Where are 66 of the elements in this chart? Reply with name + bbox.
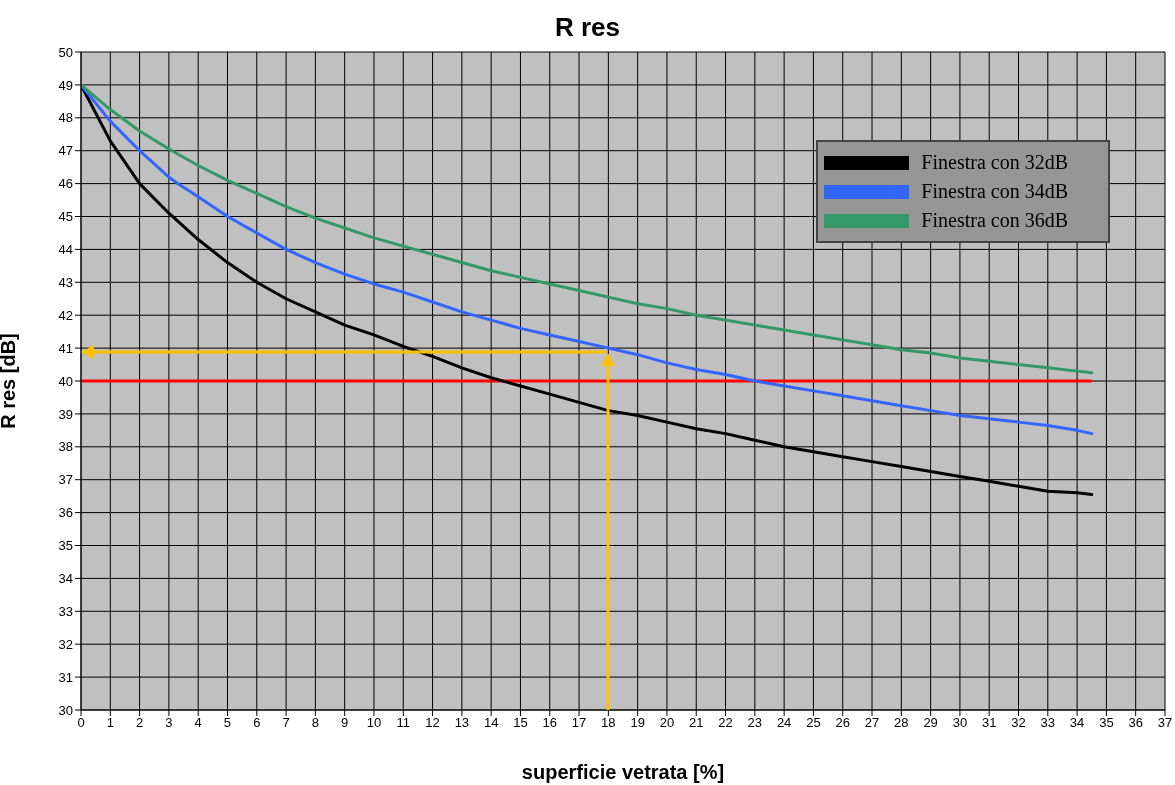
y-tick-label: 49 [58,77,73,93]
y-tick-label: 38 [58,439,73,455]
x-tick-label: 37 [1157,715,1173,731]
x-tick-label: 20 [659,715,675,731]
x-tick-label: 15 [513,715,528,731]
x-tick-label: 32 [1011,715,1026,731]
x-tick-label: 33 [1040,715,1056,731]
x-tick-label: 1 [106,715,114,731]
x-tick-label: 3 [165,715,173,731]
x-tick-label: 24 [776,715,792,731]
x-tick-label: 22 [718,715,733,731]
x-tick-label: 28 [894,715,909,731]
y-tick-label: 34 [58,571,73,587]
x-tick-label: 21 [689,715,704,731]
y-tick-label: 43 [58,274,73,290]
y-tick-label: 39 [58,406,73,422]
y-tick-label: 42 [58,307,73,323]
x-tick-label: 14 [483,715,499,731]
chart-title: R res [553,12,621,43]
y-tick-label: 48 [58,110,73,126]
x-tick-label: 16 [542,715,557,731]
x-tick-label: 7 [282,715,290,731]
x-tick-label: 4 [194,715,202,731]
x-tick-label: 26 [835,715,850,731]
x-tick-label: 29 [923,715,938,731]
x-tick-label: 23 [747,715,763,731]
x-tick-label: 9 [341,715,349,731]
legend-label: Finestra con 32dB [921,151,1068,174]
legend-label: Finestra con 36dB [921,209,1068,232]
x-tick-label: 30 [952,715,968,731]
x-tick-label: 17 [571,715,587,731]
x-tick-label: 25 [806,715,821,731]
y-tick-label: 40 [58,373,73,389]
y-tick-label: 44 [58,242,73,258]
y-axis-title: R res [dB] [0,333,20,429]
x-tick-label: 36 [1128,715,1143,731]
y-tick-label: 36 [58,505,73,521]
y-tick-label: 33 [58,603,73,619]
y-tick-label: 37 [58,472,73,488]
y-tick-label: 46 [58,176,73,192]
x-tick-label: 31 [981,715,997,731]
x-tick-label: 13 [454,715,470,731]
y-tick-label: 45 [58,209,73,225]
x-tick-label: 35 [1099,715,1114,731]
y-tick-label: 32 [58,636,73,652]
y-tick-label: 41 [58,340,73,356]
x-tick-label: 34 [1069,715,1085,731]
y-tick-label: 31 [58,669,73,685]
y-tick-label: 35 [58,538,73,554]
x-tick-label: 8 [311,715,319,731]
line-series [81,83,1094,375]
x-tick-label: 2 [135,715,144,731]
y-tick-label: 30 [58,702,73,718]
x-axis-title: superficie vetrata [%] [521,761,725,783]
x-tick-label: 18 [601,715,616,731]
legend-label: Finestra con 34dB [921,180,1068,203]
x-tick-label: 11 [396,715,411,731]
x-tick-label: 6 [253,715,261,731]
x-tick-label: 27 [864,715,880,731]
x-tick-label: 5 [223,715,232,731]
y-tick-label: 47 [58,143,73,159]
x-tick-label: 19 [630,715,645,731]
x-tick-label: 12 [425,715,440,731]
y-tick-label: 50 [58,44,73,60]
x-tick-label: 10 [366,715,382,731]
x-tick-label: 0 [77,715,85,731]
